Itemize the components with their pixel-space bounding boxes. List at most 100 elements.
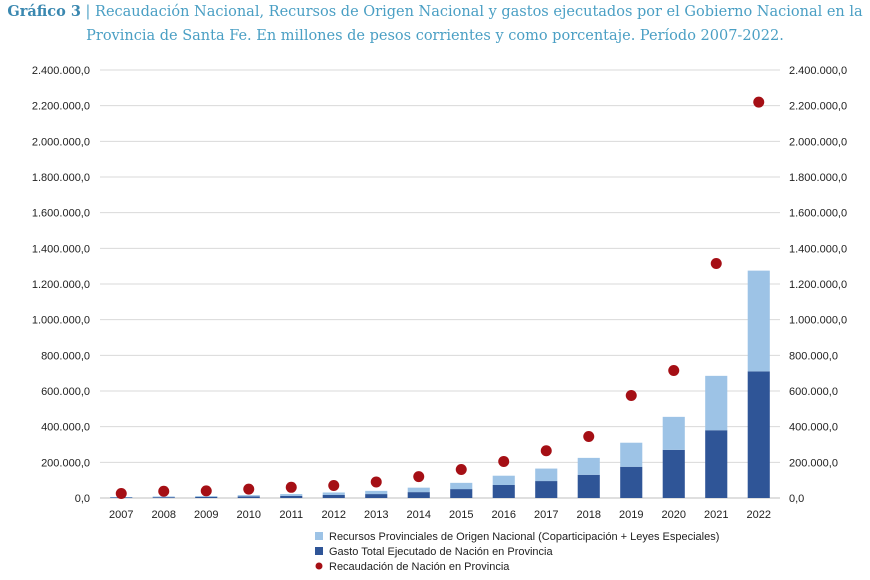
legend-label: Recursos Provinciales de Origen Nacional… [329,531,719,543]
bar-recursos-provinciales [620,442,643,467]
chart-title: Gráfico 3 | Recaudación Nacional, Recurs… [0,0,870,48]
x-tick-label: 2017 [534,509,558,521]
point-recaudacion [115,488,127,500]
y-axis-right: 0,0 200.000,0 400.000,0 600.000,0 800.000,0 1… [789,65,847,505]
x-tick-label: 2016 [492,509,516,521]
bar-gasto-total [620,466,643,498]
y-tick-label-left: 1.600.000,0 [32,208,90,220]
bar-gasto-total [280,495,303,498]
point-recaudacion [668,364,680,376]
bar-recursos-provinciales [492,475,515,485]
bar-gasto-total [365,494,388,498]
y-tick-label-right: 2.200.000,0 [789,101,847,113]
y-tick-label-right: 1.200.000,0 [789,279,847,291]
point-recaudacion [413,471,425,483]
bar-gasto-total [152,497,175,498]
chart-number: Gráfico 3 [7,3,81,20]
x-tick-label: 2014 [407,509,431,521]
y-tick-label-left: 1.800.000,0 [32,172,90,184]
bar-recursos-provinciales [280,494,303,496]
bar-recursos-provinciales [705,375,728,431]
point-recaudacion [710,257,722,269]
legend-label: Gasto Total Ejecutado de Nación en Provi… [329,546,553,558]
scatter-points [115,96,765,500]
bars [110,270,770,498]
y-tick-label-right: 800.000,0 [789,350,838,362]
point-recaudacion [370,476,382,488]
point-recaudacion [200,485,212,497]
x-tick-label: 2010 [237,509,261,521]
y-tick-label-left: 600.000,0 [41,386,90,398]
title-line-2: Provincia de Santa Fe. En millones de pe… [86,28,784,44]
y-tick-label-right: 1.400.000,0 [789,243,847,255]
x-tick-label: 2019 [619,509,643,521]
bar-gasto-total [662,449,685,498]
x-tick-label: 2018 [577,509,601,521]
title-line-1: Recaudación Nacional, Recursos de Origen… [95,4,863,20]
bar-recursos-provinciales [577,457,600,475]
bar-recursos-provinciales [450,482,473,490]
y-tick-label-right: 0,0 [789,493,804,505]
point-recaudacion [158,485,170,497]
y-tick-label-left: 800.000,0 [41,350,90,362]
point-recaudacion [540,445,552,457]
point-recaudacion [583,430,595,442]
x-tick-label: 2008 [152,509,176,521]
x-tick-label: 2009 [194,509,218,521]
bar-gasto-total [322,494,345,498]
legend-label: Recaudación de Nación en Provincia [329,561,510,573]
point-recaudacion [625,389,637,401]
bar-recursos-provinciales [365,490,388,495]
y-tick-label-left: 2.200.000,0 [32,101,90,113]
y-tick-label-right: 600.000,0 [789,386,838,398]
legend-marker-recursos-provinciales [315,532,323,540]
y-tick-label-right: 2.400.000,0 [789,65,847,77]
y-tick-label-left: 2.400.000,0 [32,65,90,77]
y-tick-label-left: 1.200.000,0 [32,279,90,291]
bar-recursos-provinciales [237,495,260,497]
x-tick-label: 2015 [449,509,473,521]
y-tick-label-left: 0,0 [75,493,90,505]
title-separator: | [85,4,91,20]
bar-gasto-total [705,430,728,498]
x-tick-label: 2020 [662,509,686,521]
x-axis: 2007 2008 2009 2010 2011 2012 2013 2014 2015 2016… [109,509,771,521]
y-tick-label-left: 1.000.000,0 [32,315,90,327]
bar-gasto-total [450,489,473,498]
bar-gasto-total [195,496,218,498]
bar-recursos-provinciales [322,492,345,495]
bar-gasto-total [577,474,600,498]
y-tick-label-right: 1.000.000,0 [789,315,847,327]
bar-recursos-provinciales [535,468,558,482]
bar-gasto-total [407,492,430,498]
bar-recursos-provinciales [747,270,770,372]
legend-marker-gasto-total [315,547,323,555]
bar-recursos-provinciales [195,496,218,497]
bar-gasto-total [237,496,260,498]
point-recaudacion [498,455,510,467]
bar-recursos-provinciales [407,487,430,493]
y-tick-label-left: 2.000.000,0 [32,136,90,148]
legend: Recursos Provinciales de Origen Nacional… [315,531,719,573]
y-tick-label-right: 2.000.000,0 [789,136,847,148]
x-tick-label: 2022 [747,509,771,521]
y-tick-label-left: 200.000,0 [41,457,90,469]
x-tick-label: 2007 [109,509,133,521]
y-axis-left: 0,0 200.000,0 400.000,0 600.000,0 800.000,0 1… [32,65,90,505]
point-recaudacion [243,483,255,495]
bar-recursos-provinciales [662,416,685,450]
x-tick-label: 2013 [364,509,388,521]
bar-recursos-provinciales [152,496,175,498]
y-tick-label-right: 200.000,0 [789,457,838,469]
y-tick-label-right: 400.000,0 [789,422,838,434]
bar-gasto-total [492,484,515,498]
y-tick-label-left: 400.000,0 [41,422,90,434]
y-tick-label-left: 1.400.000,0 [32,243,90,255]
point-recaudacion [285,481,297,493]
bar-gasto-total [747,371,770,498]
x-tick-label: 2012 [322,509,346,521]
point-recaudacion [328,480,340,492]
point-recaudacion [455,463,467,475]
legend-marker-recaudacion [315,562,323,570]
